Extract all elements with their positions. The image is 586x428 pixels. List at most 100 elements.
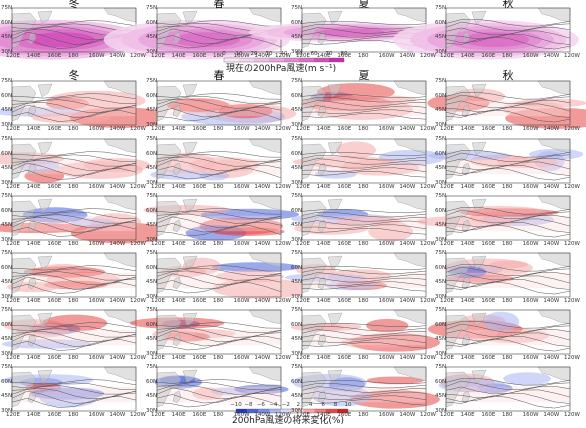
lon-tick-label: 140W — [543, 184, 560, 190]
change-patch — [366, 318, 409, 333]
colorbar-present-swatch — [224, 58, 239, 62]
land-outline — [172, 276, 182, 290]
land-outline — [471, 198, 487, 213]
lon-tick-label: 140W — [543, 412, 560, 418]
contour-line — [445, 36, 571, 50]
change-band — [446, 329, 570, 346]
lat-tick-label: 60N — [146, 207, 158, 214]
contour-line — [445, 281, 571, 295]
lon-tick-label: 120W — [420, 298, 436, 304]
contour-line — [156, 210, 282, 219]
contour-line — [301, 97, 427, 103]
colorbar-change-tick: 6 — [321, 402, 325, 408]
lon-tick-label: 160W — [378, 241, 395, 247]
lat-tick-label: 30N — [146, 180, 158, 186]
lat-tick-label: 30N — [435, 294, 447, 300]
lat-tick-label: 45N — [435, 222, 447, 229]
map-panel — [290, 309, 441, 355]
land-outline — [461, 31, 471, 45]
lat-tick-label: 60N — [1, 264, 13, 271]
map-panel — [1, 309, 137, 355]
lon-tick-label: 140E — [460, 53, 475, 59]
lon-tick-label: 140E — [171, 184, 186, 190]
contour-line — [11, 23, 137, 31]
land-outline — [327, 10, 343, 25]
land-outline — [461, 390, 471, 404]
season-title: 冬 — [68, 0, 80, 10]
contour-line — [11, 162, 137, 176]
change-patch — [503, 372, 551, 386]
land-outline — [37, 198, 53, 213]
season-title: 夏 — [358, 69, 370, 82]
change-patch — [336, 141, 377, 159]
lon-tick-label: 120E — [151, 184, 165, 190]
land-outline — [182, 198, 198, 213]
lon-tick-label: 160W — [378, 184, 395, 190]
lat-tick-label: 45N — [291, 222, 303, 229]
lon-tick-label: 180 — [358, 241, 369, 247]
contour-line — [11, 331, 137, 343]
lat-tick-label: 45N — [1, 279, 13, 286]
lon-tick-label: 140W — [543, 241, 560, 247]
contour-line — [301, 224, 427, 230]
lon-tick-label: 120W — [130, 53, 146, 59]
lat-tick-label: 45N — [1, 165, 13, 172]
map-panel — [143, 195, 300, 241]
lat-tick-label: 30N — [146, 237, 158, 243]
lat-tick-label: 75N — [435, 250, 447, 256]
land-outline — [471, 369, 487, 384]
season-title: 春 — [213, 0, 225, 10]
lon-tick-label: 120W — [130, 241, 146, 247]
lat-tick-label: 45N — [146, 107, 158, 114]
contour-line — [301, 100, 427, 107]
contour-line — [445, 263, 571, 272]
lon-tick-label: 140E — [171, 53, 186, 59]
colorbar-present-tick: 0 — [222, 51, 226, 57]
lon-tick-label: 140W — [109, 184, 126, 190]
lon-tick-label: 120W — [130, 412, 146, 418]
lon-tick-label: 140E — [316, 298, 331, 304]
change-patch — [336, 215, 402, 226]
lat-tick-label: 30N — [146, 351, 158, 357]
lon-tick-label: 120E — [6, 184, 20, 190]
lon-tick-label: 120W — [275, 355, 291, 361]
lon-tick-label: 120E — [296, 126, 310, 132]
contour-line — [11, 214, 137, 224]
contour-line — [301, 155, 427, 161]
contour-line — [11, 385, 137, 395]
contour-line — [301, 167, 427, 173]
colorbar-present-tick: 60 — [310, 51, 318, 57]
contour-line — [11, 333, 137, 347]
lat-tick-label: 45N — [1, 222, 13, 229]
lon-tick-label: 120E — [151, 241, 165, 247]
lon-tick-label: 160E — [192, 53, 207, 59]
panel-frame — [445, 7, 571, 53]
lon-tick-label: 180 — [358, 355, 369, 361]
panel-frame — [445, 195, 571, 241]
lat-tick-label: 75N — [1, 5, 13, 11]
contour-line — [445, 149, 571, 158]
map-panel — [156, 80, 297, 126]
contour-line — [11, 211, 137, 219]
land-outline — [317, 104, 327, 118]
lon-tick-label: 160W — [233, 241, 250, 247]
contour-line — [156, 216, 282, 229]
lon-tick-label: 140W — [109, 126, 126, 132]
lat-tick-label: 75N — [146, 364, 158, 370]
lat-tick-label: 75N — [146, 5, 158, 11]
map-panel — [427, 309, 571, 355]
land-outline — [27, 219, 37, 233]
season-title: 夏 — [358, 0, 370, 10]
lon-tick-label: 160W — [378, 53, 395, 59]
season-title: 秋 — [502, 0, 514, 10]
lat-tick-label: 60N — [291, 92, 303, 99]
lon-tick-label: 120E — [6, 355, 20, 361]
lon-tick-label: 140W — [254, 126, 271, 132]
lon-tick-label: 180 — [213, 126, 224, 132]
map-panel — [0, 80, 172, 129]
lat-tick-label: 75N — [435, 307, 447, 313]
contour-line — [445, 18, 571, 27]
contour-line — [11, 276, 137, 290]
lat-tick-label: 45N — [1, 107, 13, 114]
lat-tick-label: 60N — [435, 150, 447, 157]
